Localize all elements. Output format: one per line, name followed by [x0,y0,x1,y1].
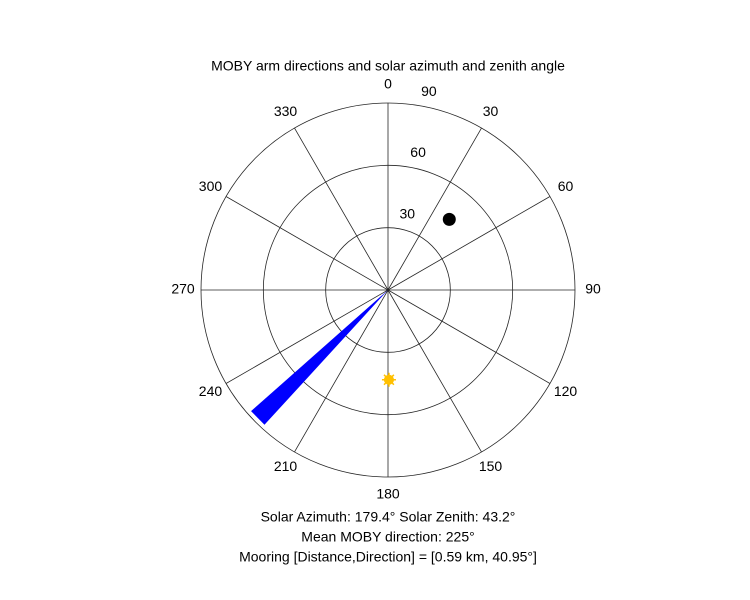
mooring-marker [442,212,456,226]
ring [262,164,514,416]
theta-tick-label: 180 [376,486,400,502]
ring [325,227,451,353]
spoke [294,127,389,291]
spoke [294,289,389,453]
theta-tick-label: 270 [171,281,195,297]
marker-dot [442,212,456,226]
annotation: Mooring [Distance,Direction] = [0.59 km,… [239,549,537,565]
theta-tick-label: 60 [558,178,574,194]
arm-wedge [251,290,388,425]
marker-dot [383,374,394,385]
theta-tick-label: 30 [483,103,499,119]
theta-tick-label: 300 [199,178,223,194]
theta-tick-label: 240 [199,383,223,399]
spoke [225,289,389,384]
r-tick-label: 30 [399,206,415,222]
r-tick-label: 90 [421,83,437,99]
spoke [387,289,551,384]
sun-marker [381,372,396,387]
annotation: Mean MOBY direction: 225° [301,529,474,545]
theta-tick-label: 150 [479,458,503,474]
annotation: Solar Azimuth: 179.4° Solar Zenith: 43.2… [261,509,516,525]
spoke [387,289,482,453]
ring [200,102,576,478]
spoke [387,127,482,291]
spoke [387,196,551,291]
spoke [225,196,389,291]
theta-tick-label: 330 [274,103,298,119]
theta-tick-label: 0 [384,76,392,92]
theta-tick-label: 90 [585,281,601,297]
chart-title: MOBY arm directions and solar azimuth an… [211,58,565,74]
r-tick-label: 60 [410,144,426,160]
theta-tick-label: 120 [554,383,578,399]
theta-tick-label: 210 [274,458,298,474]
